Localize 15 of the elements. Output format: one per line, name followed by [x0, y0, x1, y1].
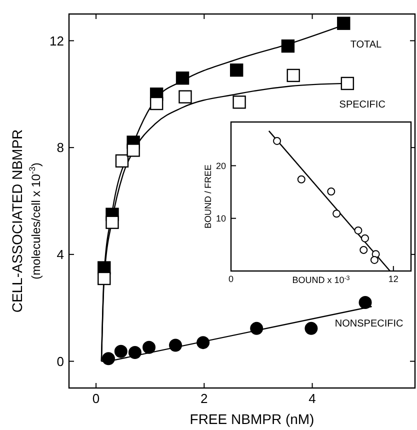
series-label: TOTAL	[350, 39, 382, 50]
y-tick-label: 8	[56, 140, 64, 156]
y-tick-label: 12	[50, 33, 64, 48]
x-axis-title: FREE NBMPR (nM)	[190, 411, 314, 427]
x-tick-label: 4	[308, 391, 316, 406]
x-tick-label: 0	[92, 391, 100, 406]
y-axis-title: BOUND / FREE	[203, 164, 213, 229]
y-tick-label: 10	[216, 214, 226, 224]
y-tick-label: 20	[216, 160, 226, 171]
series-label: NONSPECIFIC	[334, 318, 404, 330]
x-axis-title: BOUND x 10$^{-3}$	[292, 274, 350, 285]
y-tick-label: 4	[56, 246, 64, 262]
x-tick-label: 2	[200, 391, 208, 406]
series-label: SPECIFIC	[339, 99, 386, 110]
y-tick-label: 0	[56, 354, 64, 369]
